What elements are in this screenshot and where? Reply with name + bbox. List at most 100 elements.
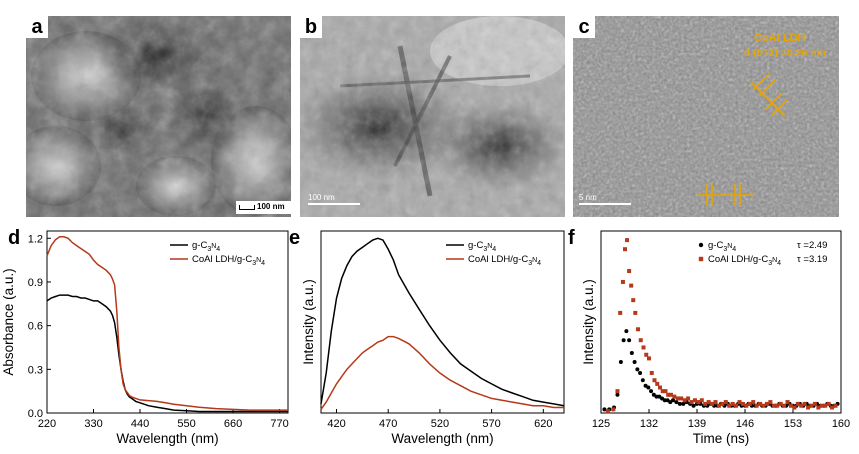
y-tick-label-d-4: 1.2 bbox=[28, 233, 43, 245]
series-line-e-0 bbox=[320, 237, 565, 407]
x-axis-label-e: Wavelength (nm) bbox=[391, 431, 493, 446]
data-point-f-1-32 bbox=[699, 398, 704, 403]
panel-label-e: e bbox=[289, 227, 300, 249]
data-point-f-0-17 bbox=[654, 394, 659, 399]
data-point-f-1-38 bbox=[720, 401, 725, 406]
data-point-f-1-1 bbox=[611, 407, 616, 412]
data-point-f-1-15 bbox=[647, 356, 651, 361]
data-point-f-1-46 bbox=[747, 401, 752, 406]
y-tick-label-d-0: 0.0 bbox=[28, 408, 43, 420]
panel-label-a: a bbox=[26, 16, 48, 38]
data-point-f-1-6 bbox=[625, 238, 630, 243]
data-point-f-0-26 bbox=[681, 401, 686, 406]
x-tick-label-d-5: 770 bbox=[270, 418, 288, 430]
plot-frame-d bbox=[46, 230, 289, 414]
panel-label-d: d bbox=[8, 227, 20, 249]
legend-label-f-1: CoAl LDH/g-C3N4 bbox=[708, 254, 781, 267]
data-point-f-1-71 bbox=[833, 403, 838, 408]
data-point-f-1-70 bbox=[830, 405, 835, 410]
data-point-f-1-62 bbox=[802, 401, 807, 406]
scale-bar-text-a: 100 nm bbox=[257, 202, 285, 211]
data-point-f-1-65 bbox=[812, 401, 817, 406]
data-point-f-1-0 bbox=[605, 409, 610, 414]
legend-label-e-1: CoAl LDH/g-C3N4 bbox=[468, 254, 541, 267]
data-point-f-0-14 bbox=[646, 385, 651, 390]
scale-bar-box-a: 100 nm bbox=[236, 201, 291, 214]
data-point-f-1-2 bbox=[615, 389, 620, 394]
data-point-f-0-12 bbox=[640, 378, 645, 383]
data-point-f-1-63 bbox=[806, 405, 811, 410]
data-point-f-1-40 bbox=[727, 403, 732, 408]
legend-label-d-1: CoAl LDH/g-C3N4 bbox=[192, 254, 265, 267]
data-point-f-1-55 bbox=[778, 401, 783, 406]
data-point-f-1-64 bbox=[809, 403, 814, 408]
x-tick-label-e-3: 570 bbox=[482, 418, 500, 430]
data-point-f-0-9 bbox=[632, 360, 637, 365]
x-axis-label-d: Wavelength (nm) bbox=[116, 431, 218, 446]
data-point-f-1-59 bbox=[792, 405, 797, 410]
x-tick-label-f-1: 132 bbox=[640, 418, 658, 430]
x-tick-label-f-4: 153 bbox=[784, 418, 802, 430]
data-point-f-1-35 bbox=[710, 401, 715, 406]
y-tick-label-d-2: 0.6 bbox=[28, 321, 43, 333]
hrtem-image-texture bbox=[573, 16, 839, 217]
data-point-f-1-45 bbox=[744, 403, 749, 408]
data-point-f-1-57 bbox=[785, 400, 790, 405]
scale-bar-text-c: 5 nm bbox=[579, 193, 597, 202]
y-axis-label-e: Intensity (a.u.) bbox=[301, 279, 316, 365]
data-point-f-1-24 bbox=[672, 394, 677, 399]
data-point-f-1-67 bbox=[819, 403, 824, 408]
data-point-f-0-3 bbox=[615, 392, 620, 397]
y-tick-label-d-1: 0.3 bbox=[28, 364, 43, 376]
legend-label-e-0: g-C3N4 bbox=[468, 240, 496, 253]
data-point-f-1-7 bbox=[627, 269, 632, 274]
x-tick-label-e-1: 470 bbox=[379, 418, 397, 430]
data-point-f-1-61 bbox=[799, 403, 804, 408]
series-line-d-0 bbox=[46, 294, 288, 413]
data-point-f-1-18 bbox=[655, 381, 660, 386]
data-point-f-1-68 bbox=[823, 403, 828, 408]
data-point-f-1-56 bbox=[782, 403, 787, 408]
data-point-f-0-11 bbox=[638, 370, 643, 375]
panel-label-b: b bbox=[300, 16, 322, 38]
data-point-f-1-42 bbox=[734, 403, 739, 408]
panel-label-c: c bbox=[573, 16, 595, 38]
data-point-f-1-54 bbox=[775, 403, 780, 408]
scale-bar-c: 5 nm bbox=[579, 193, 631, 205]
legend-label-f-0: g-C3N4 bbox=[708, 240, 736, 253]
hrtem-image-panel-c bbox=[573, 16, 839, 217]
scale-bar-b: 100 nm bbox=[308, 193, 360, 205]
data-point-f-1-29 bbox=[689, 400, 694, 405]
data-point-f-1-53 bbox=[771, 403, 776, 408]
legend-swatch-f-1 bbox=[698, 256, 704, 262]
data-point-f-1-13 bbox=[641, 345, 646, 350]
data-point-f-1-17 bbox=[652, 378, 657, 383]
data-point-f-1-41 bbox=[730, 401, 735, 406]
data-point-f-1-8 bbox=[629, 283, 634, 288]
data-point-f-1-19 bbox=[657, 385, 662, 390]
x-tick-label-d-0: 220 bbox=[38, 418, 56, 430]
y-tick-label-d-3: 0.9 bbox=[28, 277, 43, 289]
plot-frame-e bbox=[320, 230, 565, 414]
data-point-f-0-20 bbox=[662, 398, 667, 403]
data-point-f-1-4 bbox=[620, 279, 625, 284]
x-tick-label-d-1: 330 bbox=[84, 418, 102, 430]
data-point-f-0-10 bbox=[635, 367, 640, 372]
data-point-f-1-33 bbox=[703, 401, 708, 406]
x-tick-label-f-0: 125 bbox=[592, 418, 610, 430]
data-point-f-0-7 bbox=[627, 338, 632, 343]
data-point-f-0-6 bbox=[624, 329, 629, 334]
data-point-f-1-11 bbox=[636, 327, 641, 332]
x-tick-label-e-4: 620 bbox=[534, 418, 552, 430]
data-point-f-1-51 bbox=[764, 401, 769, 406]
x-tick-label-e-0: 420 bbox=[327, 418, 345, 430]
data-point-f-1-47 bbox=[751, 400, 756, 405]
data-point-f-0-25 bbox=[677, 401, 682, 406]
plot-frame-f bbox=[600, 230, 842, 414]
data-point-f-1-37 bbox=[716, 403, 721, 408]
scale-bar-line-b bbox=[308, 203, 360, 205]
lattice-fringe-markers bbox=[697, 73, 788, 206]
x-tick-label-d-4: 660 bbox=[224, 418, 242, 430]
x-tick-label-f-5: 160 bbox=[832, 418, 850, 430]
x-tick-label-f-3: 146 bbox=[736, 418, 754, 430]
